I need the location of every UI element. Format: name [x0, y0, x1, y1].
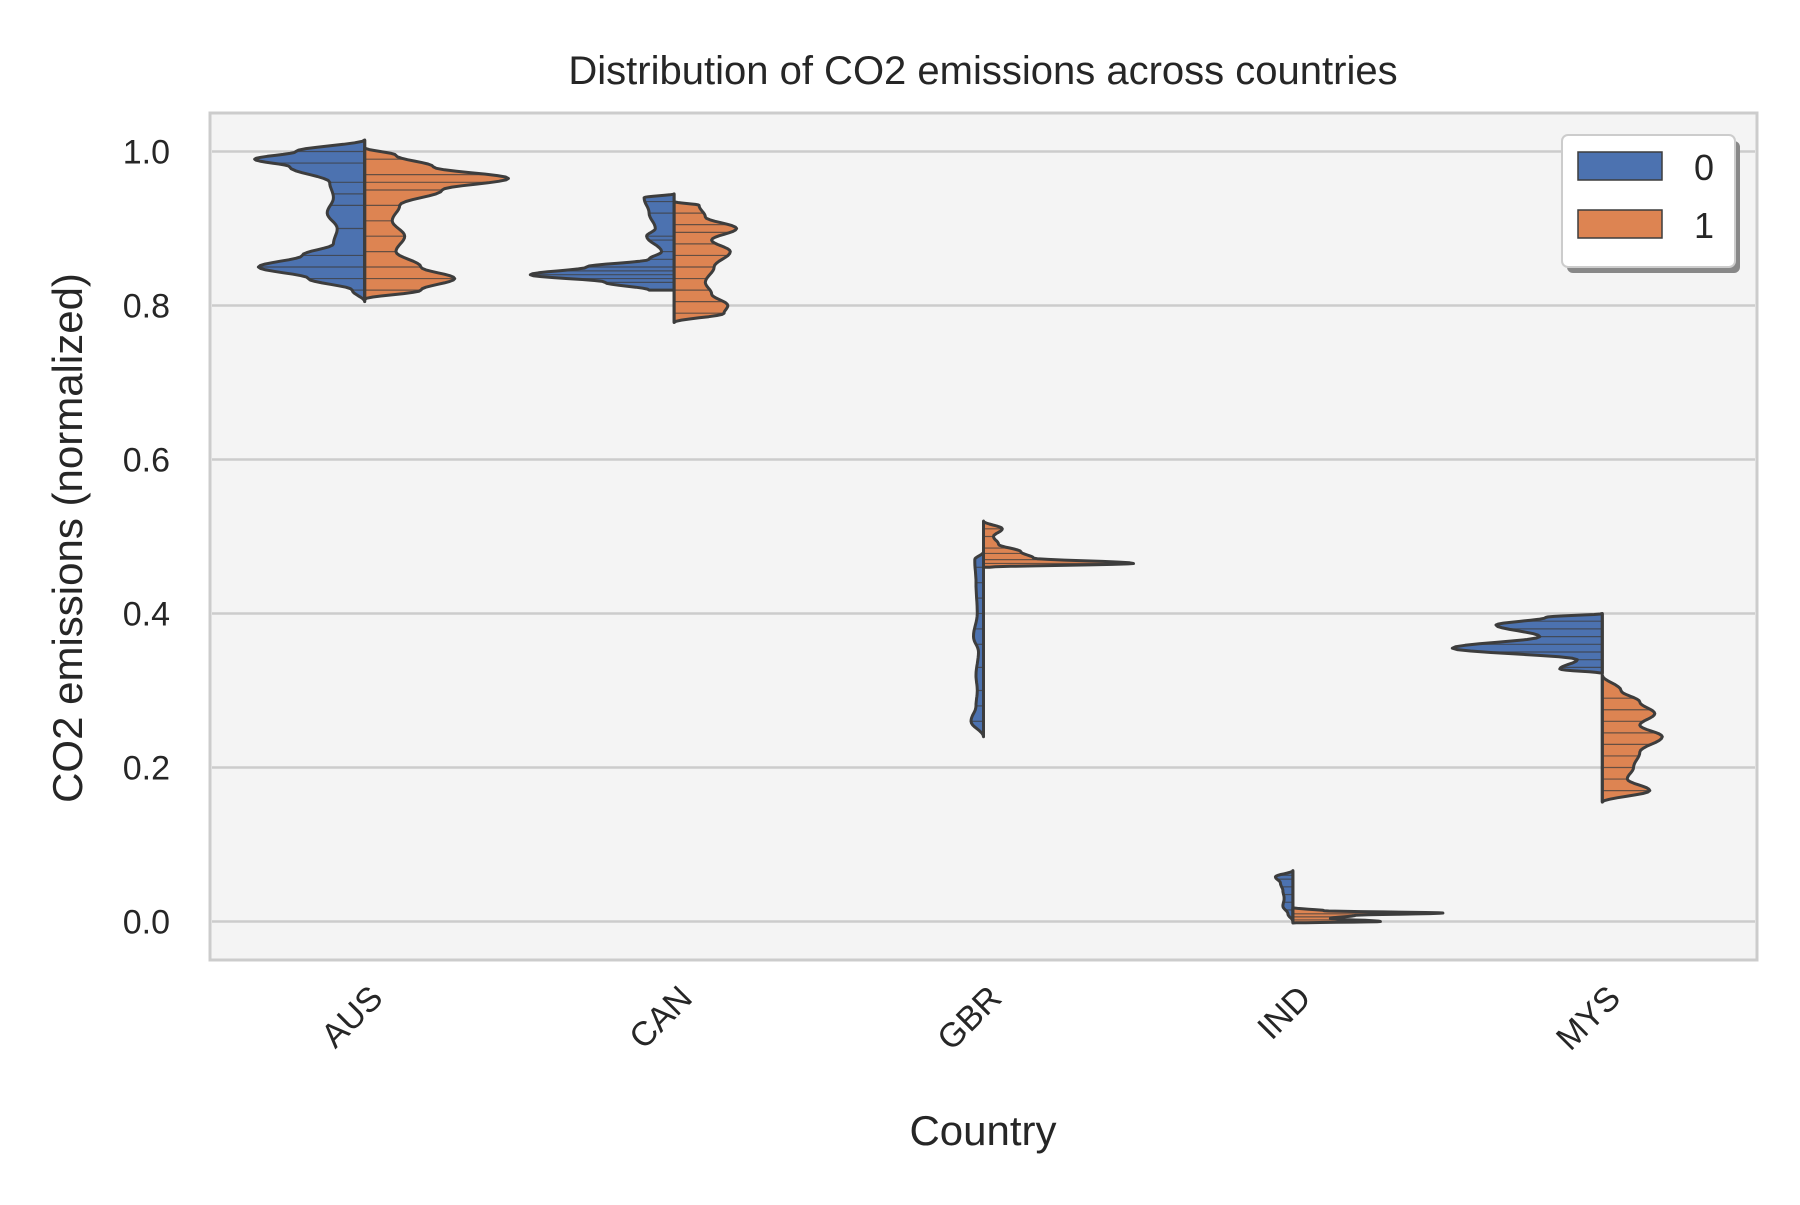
legend: 0 1: [1561, 134, 1740, 273]
violin-gbr-0: [969, 550, 985, 739]
violin-ind-1: [1291, 906, 1445, 925]
violin-body: [253, 138, 367, 304]
violin-mys-1: [1600, 673, 1664, 804]
x-tick-label-aus: AUS: [314, 979, 390, 1055]
violin-body: [1600, 673, 1664, 804]
chart-title: Distribution of CO2 emissions across cou…: [568, 49, 1397, 93]
violin-can-1: [672, 200, 739, 324]
legend-swatch-1: [1577, 209, 1663, 239]
violin-body: [672, 200, 739, 324]
violin-body: [528, 192, 676, 292]
y-tick-label: 0.8: [123, 288, 170, 326]
x-tick-labels: AUS CAN GBR IND MYS: [314, 979, 1628, 1058]
y-tick-label: 1.0: [123, 134, 170, 172]
x-axis-label: Country: [909, 1107, 1056, 1154]
y-tick-label: 0.6: [123, 442, 170, 480]
y-tick-label: 0.0: [123, 904, 170, 942]
legend-label-1: 1: [1694, 205, 1714, 246]
legend-label-0: 0: [1694, 147, 1714, 188]
x-tick-label-can: CAN: [622, 979, 700, 1057]
legend-swatch-0: [1577, 151, 1663, 181]
y-tick-label: 0.4: [123, 596, 170, 634]
y-axis-label: CO2 emissions (normalized): [44, 273, 91, 803]
violin-body: [1273, 869, 1295, 923]
violin-aus-1: [363, 146, 510, 301]
violin-gbr-1: [982, 519, 1135, 569]
x-tick-label-gbr: GBR: [930, 979, 1009, 1058]
y-tick-label: 0.2: [123, 750, 170, 788]
x-tick-label-mys: MYS: [1549, 979, 1628, 1058]
y-tick-labels: 0.0 0.2 0.4 0.6 0.8 1.0: [123, 134, 170, 942]
violin-ind-0: [1273, 869, 1295, 923]
violin-mys-0: [1450, 612, 1604, 676]
violin-body: [1291, 906, 1445, 925]
x-tick-label-ind: IND: [1250, 979, 1318, 1047]
grid-lines: [212, 150, 1755, 923]
violin-body: [363, 146, 510, 301]
violins: [253, 138, 1664, 925]
